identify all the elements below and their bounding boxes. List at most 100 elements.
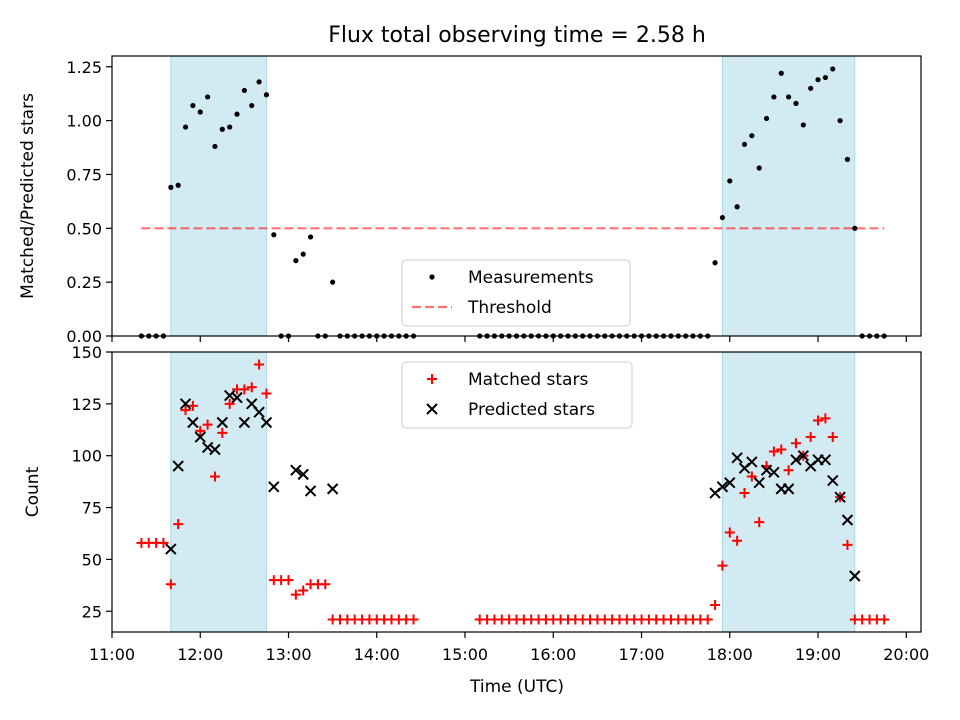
measurements-point [756,165,762,171]
predicted-stars-point [216,416,229,429]
matched-stars-point [320,579,331,590]
matched-stars-point [239,384,250,395]
top-y-ticks: 0.00 0.25 0.50 0.75 1.00 1.25 [66,58,112,346]
predicted-stars-point [187,416,199,429]
matched-stars-point [879,614,890,625]
matched-stars-point [717,560,728,571]
predicted-stars-point [297,468,309,481]
observing-window-shades [170,55,856,337]
matched-stars-point [739,488,750,499]
y-tick-label: 1.25 [66,58,102,77]
x-axis-label: Time (UTC) [469,677,564,697]
predicted-stars-point [731,452,743,464]
matched-stars-point [217,427,228,438]
y-tick-label: 100 [71,447,102,466]
measurements-point [719,214,726,221]
y-tick-label: 0.75 [66,165,102,184]
measurements-point [293,258,299,264]
matched-stars-point [202,419,213,430]
predicted-stars-point [849,570,861,582]
y-tick-label: 1.00 [66,112,102,131]
predicted-stars-point [268,481,280,493]
legend-swatch [427,374,437,384]
matched-stars-point [813,415,824,426]
measurements-point [175,182,181,188]
matched-stars-point [158,537,169,548]
measurements-point [771,94,777,100]
measurements-point [234,111,240,117]
x-tick-label: 20:00 [883,645,929,664]
matched-stars-point [224,398,235,409]
measurements-point [741,141,748,147]
matched-stars-point [790,438,801,449]
predicted-stars-point [790,454,802,466]
predicted-stars-point [753,476,765,489]
y-tick-label: 150 [71,343,102,362]
x-tick-label: 18:00 [707,645,753,664]
measurements-point [793,100,799,106]
measurements-point [778,70,784,76]
bottom-x-ticks: 11:00 12:00 13:00 14:00 15:00 16:00 17:00 18:00… [89,632,929,664]
measurements-point [241,87,247,94]
measurements-point [197,109,203,115]
matched-stars-point [783,465,794,476]
measurements-point [852,225,858,231]
matched-stars-point [283,575,294,586]
predicted-stars-point [165,543,177,555]
predicted-stars-point [782,483,795,495]
measurements-point [844,156,851,162]
predicted-stars-point [290,464,302,476]
y-tick-label: 125 [71,395,102,414]
count-points [136,359,890,625]
measurements-point [815,77,821,83]
predicted-stars-point [326,483,339,495]
predicted-stars-point [209,443,221,456]
x-tick-label: 12:00 [177,645,223,664]
matched-stars-point [827,432,838,443]
matched-stars-point [290,589,301,600]
y-tick-label: 50 [82,550,102,569]
matched-stars-point [246,382,257,393]
legend-box [401,361,633,429]
top-x-ticks [111,336,907,342]
measurements-point [837,118,843,124]
y-tick-label: 0.25 [66,273,102,292]
matched-stars-point [195,425,206,436]
measurements-point [212,143,218,150]
predicted-stars-point [304,485,317,497]
measurements-point [205,94,211,100]
predicted-stars-point [834,491,846,503]
bottom-plot-frame [111,351,922,633]
x-tick-label: 17:00 [618,645,664,664]
x-tick-label: 14:00 [354,645,400,664]
legend-box [401,259,631,327]
measurements-point [190,102,196,109]
top-legend: Measurements Threshold [401,259,631,327]
measurements-point [249,102,255,109]
bottom-y-ticks: 25 50 75 100 125 150 [71,343,112,621]
observing-window [170,351,267,633]
legend-label: Predicted stars [468,400,595,420]
measurements-point [330,279,336,285]
matched-stars-point [187,400,198,411]
matched-stars-point [805,432,816,443]
predicted-stars-point [841,514,854,526]
predicted-stars-point [194,431,206,443]
matched-stars-point [732,535,743,546]
measurements-point [786,94,792,100]
matched-stars-point [165,579,176,590]
predicted-stars-point [260,416,273,429]
measurements-point [263,92,270,98]
bottom-y-axis-label: Count [23,466,43,517]
measurements-point [822,74,828,81]
y-tick-label: 0.50 [66,219,102,238]
matched-stars-point [209,471,220,482]
matched-stars-point [746,471,757,482]
matched-stars-point [254,359,265,370]
y-tick-label: 75 [82,499,102,518]
measurements-point [307,234,314,240]
predicted-stars-point [724,476,736,489]
predicted-stars-point [238,416,251,429]
legend-label: Matched stars [468,370,588,390]
y-tick-label: 25 [82,602,102,621]
